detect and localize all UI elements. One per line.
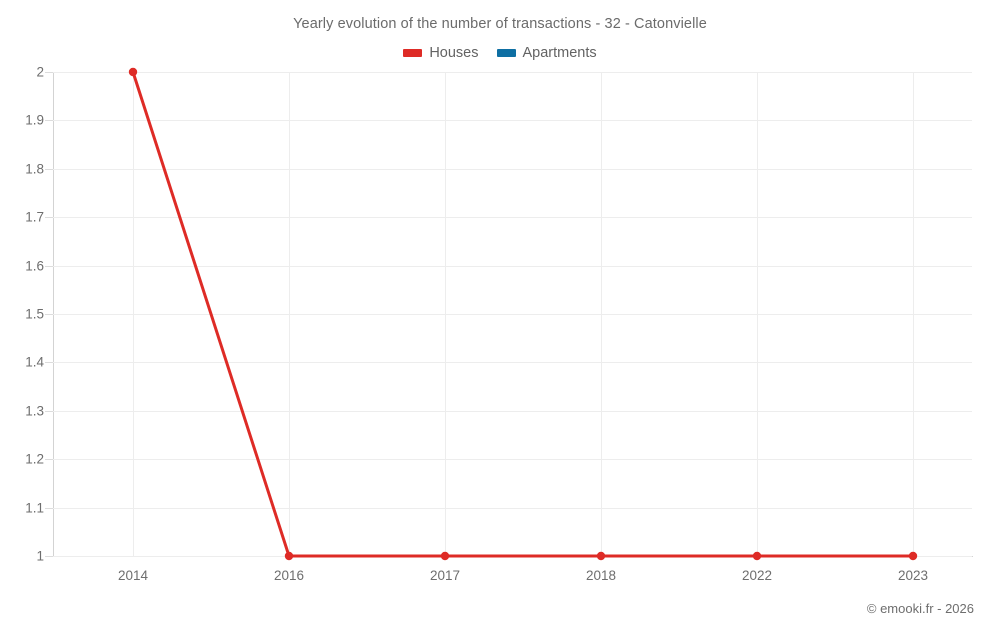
y-axis-tick-mark <box>45 72 53 73</box>
y-axis-tick-label: 1.8 <box>25 161 44 177</box>
gridline-vertical <box>913 72 914 556</box>
chart-legend: Houses Apartments <box>0 46 1000 61</box>
gridline-horizontal <box>53 265 972 267</box>
y-axis-labels: 2 1.9 1.8 1.7 1.6 1.5 1.4 1.3 1.2 1.1 1 <box>0 0 44 625</box>
gridline-vertical <box>757 72 758 556</box>
gridline-horizontal <box>53 217 972 219</box>
gridline-vertical <box>601 72 602 556</box>
gridline-horizontal <box>53 459 972 461</box>
y-axis-tick-label: 1.3 <box>25 403 44 419</box>
y-axis-tick-mark <box>45 410 53 412</box>
gridline-horizontal <box>53 72 972 73</box>
x-axis-tick-label: 2022 <box>741 568 773 583</box>
chart-title: Yearly evolution of the number of transa… <box>293 16 707 32</box>
gridline-horizontal <box>53 168 972 170</box>
y-axis-tick-mark <box>45 217 53 219</box>
y-axis-tick-label: 1.6 <box>25 258 44 274</box>
legend-item-houses[interactable]: Houses <box>403 45 479 61</box>
y-axis-tick-label: 1.5 <box>25 306 44 322</box>
gridline-horizontal <box>53 120 972 122</box>
gridline-horizontal <box>53 362 972 364</box>
x-axis-tick-label: 2014 <box>117 568 149 583</box>
y-axis-tick-mark <box>45 314 53 315</box>
gridline-vertical <box>289 72 290 556</box>
legend-item-apartments[interactable]: Apartments <box>496 45 597 61</box>
plot-area <box>53 72 972 557</box>
x-axis-tick-label: 2018 <box>585 568 617 583</box>
x-axis-tick-label: 2023 <box>897 568 929 583</box>
gridline-horizontal <box>53 410 972 412</box>
gridline-vertical <box>445 72 446 556</box>
legend-item-label: Apartments <box>522 45 597 61</box>
gridline-vertical <box>133 72 134 556</box>
copyright-credit: © emooki.fr - 2026 <box>866 601 974 616</box>
y-axis-tick-mark <box>45 120 53 122</box>
gridline-horizontal <box>53 556 972 557</box>
legend-swatch-icon <box>403 49 423 58</box>
y-axis-tick-mark <box>45 265 53 267</box>
y-axis-tick-label: 1.1 <box>25 500 44 516</box>
y-axis-tick-mark <box>45 507 53 509</box>
y-axis-tick-label: 1.9 <box>25 112 44 128</box>
x-axis-tick-label: 2016 <box>273 568 305 583</box>
y-axis-tick-mark <box>45 459 53 461</box>
y-axis-tick-label: 2 <box>36 64 44 80</box>
y-axis-tick-mark <box>45 362 53 364</box>
legend-swatch-icon <box>496 49 516 58</box>
y-axis-tick-label: 1 <box>36 548 44 564</box>
y-axis-tick-label: 1.7 <box>25 209 44 225</box>
y-axis-tick-label: 1.2 <box>25 451 44 467</box>
y-axis-tick-label: 1.4 <box>25 354 44 370</box>
gridline-horizontal <box>53 507 972 509</box>
legend-item-label: Houses <box>429 45 479 61</box>
y-axis-tick-mark <box>45 168 53 170</box>
y-axis-tick-mark <box>45 556 53 557</box>
gridline-horizontal <box>53 314 972 315</box>
x-axis-tick-label: 2017 <box>429 568 461 583</box>
